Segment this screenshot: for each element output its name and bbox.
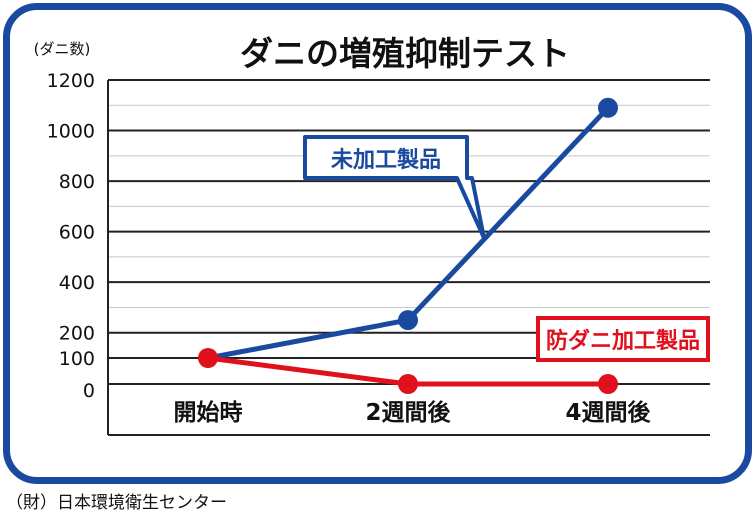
x-category-label: 4週間後 (565, 399, 651, 426)
y-tick-label: 100 (59, 348, 95, 370)
y-tick-label: 1000 (47, 121, 95, 143)
y-tick-label: 200 (59, 323, 95, 345)
y-tick-label: 800 (59, 171, 95, 193)
data-point (398, 374, 418, 394)
data-point (398, 310, 418, 331)
chart-frame (3, 3, 752, 484)
data-point (198, 348, 218, 368)
x-category-label: 2週間後 (365, 399, 451, 426)
series-callout-box (303, 135, 486, 240)
y-tick-label: 1200 (47, 70, 95, 92)
y-tick-label: 0 (83, 380, 95, 402)
series-callout-box (536, 316, 710, 362)
y-tick-label: 400 (59, 272, 95, 294)
x-category-label: 開始時 (174, 399, 243, 426)
chart-title: ダニの増殖抑制テスト (240, 34, 570, 73)
data-point (598, 374, 618, 394)
y-axis-unit-label: (ダニ数) (34, 40, 91, 58)
source-note: （財）日本環境衛生センター (6, 493, 227, 513)
data-point (598, 97, 618, 118)
series-callout-label: 防ダニ加工製品 (546, 328, 700, 354)
series-callout-label: 未加工製品 (331, 147, 441, 173)
y-tick-label: 600 (59, 222, 95, 244)
